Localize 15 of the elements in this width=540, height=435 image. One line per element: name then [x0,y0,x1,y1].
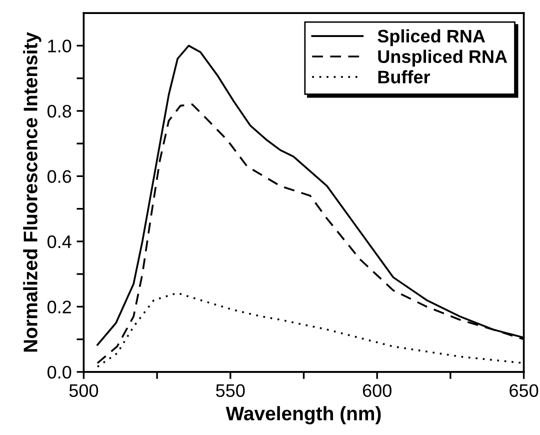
y-axis-title: Normalized Fluorescence Intensity [23,32,42,352]
x-axis-title: Wavelength (nm) [226,406,381,424]
y-tick-label: 0.6 [48,170,72,183]
y-tick-label: 0.0 [48,366,72,379]
legend-label: Spliced RNA [378,29,486,46]
y-tick-label: 0.8 [48,104,72,118]
x-tick-label: 650 [510,384,538,397]
x-tick-label: 500 [69,384,98,397]
legend-label: Unspliced RNA [378,50,508,67]
y-tick-label: 0.2 [48,300,71,314]
x-tick-label: 550 [216,384,245,397]
x-tick-label: 600 [362,384,392,397]
y-tick-label: 0.4 [48,235,72,248]
y-tick-label: 1.0 [48,40,72,52]
legend-label: Buffer [378,70,430,84]
